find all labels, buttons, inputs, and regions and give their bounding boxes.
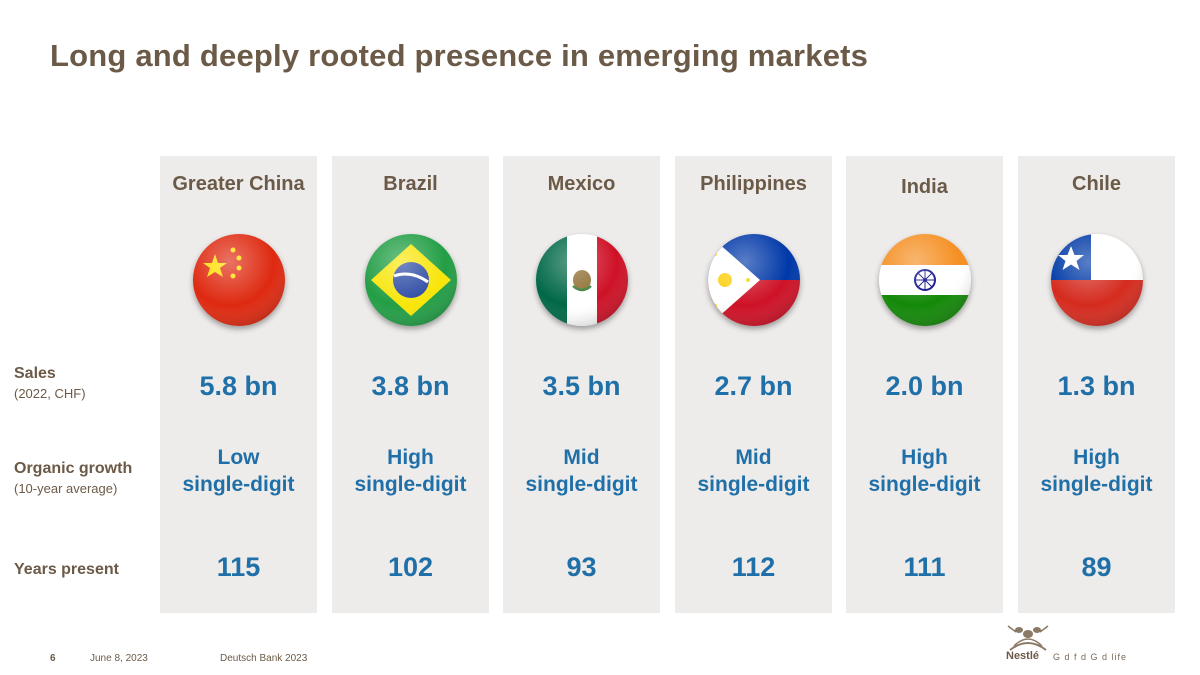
market-column-mexico: Mexico 3.5 bn Mid single-digit 93 [503, 156, 660, 613]
growth-unit: single-digit [354, 473, 467, 496]
china-flag-icon [193, 234, 285, 326]
growth-level: High [387, 446, 434, 469]
page-title: Long and deeply rooted presence in emerg… [50, 38, 869, 73]
footer-tagline: G d f d G d life [1053, 652, 1128, 662]
nestle-nest-logo-icon [1007, 625, 1049, 651]
growth-unit: single-digit [182, 473, 295, 496]
footer-event: Deutsch Bank 2023 [220, 653, 308, 664]
country-name: Brazil [383, 173, 438, 195]
sales-value: 2.7 bn [714, 371, 793, 401]
footer-date: June 8, 2023 [90, 653, 148, 664]
growth-level: Low [217, 446, 260, 469]
years-label: Years present [14, 561, 119, 578]
country-name: Chile [1072, 173, 1121, 195]
india-flag-icon [879, 234, 971, 326]
growth-unit: single-digit [868, 473, 981, 496]
sales-value: 1.3 bn [1057, 371, 1136, 401]
years-value: 112 [731, 552, 776, 582]
years-value: 102 [387, 552, 434, 582]
country-name: Mexico [547, 173, 616, 195]
sales-row-label: Sales (2022, CHF) [14, 365, 86, 401]
sales-label: Sales [14, 365, 56, 382]
growth-level: Mid [563, 446, 600, 469]
chile-flag-icon [1051, 234, 1143, 326]
years-value: 93 [566, 552, 597, 582]
philippines-flag-icon [708, 234, 800, 326]
market-column-brazil: Brazil 3.8 bn High single-digit 102 [332, 156, 489, 613]
sales-value: 3.8 bn [371, 371, 450, 401]
growth-sublabel: (10-year average) [14, 481, 118, 496]
growth-unit: single-digit [1040, 473, 1153, 496]
growth-value: Mid single-digit [503, 444, 660, 498]
growth-label: Organic growth [14, 460, 133, 477]
country-name: India [901, 176, 948, 198]
country-name: Philippines [700, 173, 807, 195]
years-value: 115 [216, 552, 261, 582]
growth-value: Low single-digit [160, 444, 317, 498]
growth-level: Mid [735, 446, 772, 469]
brazil-flag-icon [365, 234, 457, 326]
market-column-greater-china: Greater China 5.8 bn Low single-digit 11… [160, 156, 317, 613]
growth-unit: single-digit [697, 473, 810, 496]
market-column-philippines: Philippines 2.7 bn Mid single-digit 112 [675, 156, 832, 613]
growth-value: High single-digit [332, 444, 489, 498]
page-number: 6 [50, 653, 56, 664]
sales-value: 2.0 bn [885, 371, 964, 401]
market-column-chile: Chile 1.3 bn High single-digit 89 [1018, 156, 1175, 613]
country-name: Greater China [172, 173, 305, 195]
years-value: 111 [903, 552, 946, 582]
growth-unit: single-digit [525, 473, 638, 496]
sales-sublabel: (2022, CHF) [14, 386, 86, 401]
growth-value: Mid single-digit [675, 444, 832, 498]
growth-level: High [901, 446, 948, 469]
nestle-wordmark: Nestlé [1006, 650, 1040, 662]
mexico-flag-icon [536, 234, 628, 326]
sales-value: 5.8 bn [199, 371, 278, 401]
sales-value: 3.5 bn [542, 371, 621, 401]
years-value: 89 [1081, 552, 1112, 582]
growth-row-label: Organic growth (10-year average) [14, 460, 132, 496]
market-column-india: India 2.0 bn High single-digit 111 [846, 156, 1003, 613]
growth-value: High single-digit [846, 444, 1003, 498]
years-row-label: Years present [14, 561, 119, 579]
growth-level: High [1073, 446, 1120, 469]
growth-value: High single-digit [1018, 444, 1175, 498]
